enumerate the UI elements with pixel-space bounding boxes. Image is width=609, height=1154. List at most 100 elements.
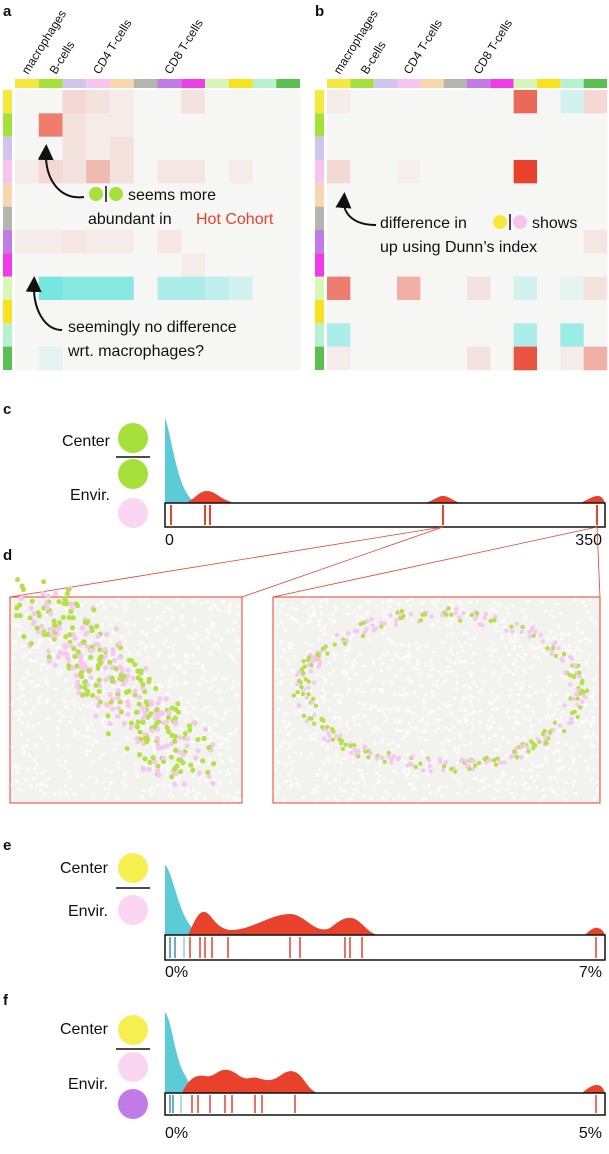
cell <box>405 728 409 733</box>
cell <box>523 657 527 661</box>
cell <box>458 734 462 739</box>
cell <box>340 693 344 697</box>
cell <box>97 682 103 688</box>
cell <box>102 646 108 653</box>
cell <box>490 725 494 730</box>
cell <box>192 755 199 761</box>
cell <box>171 643 176 648</box>
cell <box>17 613 23 619</box>
cell <box>288 741 292 746</box>
cell <box>86 704 90 709</box>
cell <box>520 685 524 689</box>
cell <box>95 708 100 712</box>
heatmap-cell <box>537 346 561 371</box>
cell <box>216 607 221 612</box>
cell <box>401 687 405 691</box>
cell <box>550 645 556 651</box>
color-key <box>467 79 491 88</box>
cell <box>396 729 400 733</box>
heatmap-cell <box>252 346 277 371</box>
color-key <box>205 79 229 88</box>
cell <box>471 725 476 730</box>
cell <box>228 794 233 798</box>
cell <box>443 726 448 730</box>
cell <box>306 655 312 660</box>
cell <box>31 776 36 781</box>
heatmap-cell <box>467 183 491 207</box>
cell <box>232 680 237 685</box>
cell <box>56 758 61 763</box>
cell <box>191 774 195 779</box>
heatmap-cell <box>560 230 584 254</box>
cell <box>15 770 20 775</box>
cell <box>44 605 50 611</box>
cell <box>378 656 382 661</box>
cell <box>46 682 50 686</box>
cell <box>413 764 418 770</box>
cell <box>502 760 507 765</box>
cell <box>513 782 517 786</box>
cell <box>48 611 54 617</box>
cell <box>402 644 406 648</box>
cell <box>384 718 388 722</box>
cell <box>355 628 360 634</box>
cell <box>566 721 572 726</box>
cell <box>173 706 179 713</box>
cell <box>208 738 213 743</box>
cell <box>195 645 200 650</box>
cell <box>450 712 454 716</box>
heatmap-cell <box>467 230 491 254</box>
heatmap-cell <box>420 90 444 114</box>
cell <box>578 705 583 710</box>
cell <box>204 705 209 710</box>
cell <box>10 781 15 786</box>
cell <box>142 789 147 793</box>
cell <box>291 727 296 731</box>
heatmap-cell <box>252 323 277 347</box>
cell <box>195 716 199 721</box>
cell <box>184 743 190 749</box>
heatmap-cell <box>110 160 135 184</box>
cell <box>135 774 140 779</box>
cell <box>397 744 401 748</box>
heatmap-cell <box>583 276 608 301</box>
cell <box>172 738 178 744</box>
cell <box>384 798 388 802</box>
panel-label: c <box>3 401 11 418</box>
cell <box>527 694 532 698</box>
cell <box>580 699 585 704</box>
cell <box>308 737 312 741</box>
cell <box>385 636 390 640</box>
cell <box>595 689 600 693</box>
cell <box>484 760 489 765</box>
cell <box>219 698 224 702</box>
cell <box>302 664 307 669</box>
heatmap-cell <box>350 90 374 114</box>
cell <box>53 590 59 596</box>
cell <box>109 678 115 684</box>
cell <box>400 693 404 697</box>
cell <box>539 645 543 649</box>
cell <box>389 760 394 765</box>
cell <box>419 719 423 723</box>
cell <box>572 709 577 715</box>
cell <box>230 655 235 660</box>
cell <box>378 760 382 764</box>
cell <box>102 665 109 671</box>
cell <box>387 792 391 797</box>
heatmap-cell <box>228 206 253 231</box>
cell <box>55 654 62 660</box>
cell <box>112 747 116 752</box>
cell <box>390 599 394 603</box>
cell <box>478 779 482 783</box>
cell <box>123 677 129 683</box>
cell <box>287 773 291 777</box>
cell <box>544 741 549 746</box>
heatmap-cell <box>513 253 538 277</box>
cell <box>166 645 171 649</box>
heatmap-cell <box>205 136 230 161</box>
cell <box>313 611 317 615</box>
cell <box>510 775 514 779</box>
cell <box>407 645 411 649</box>
cell <box>224 712 228 716</box>
